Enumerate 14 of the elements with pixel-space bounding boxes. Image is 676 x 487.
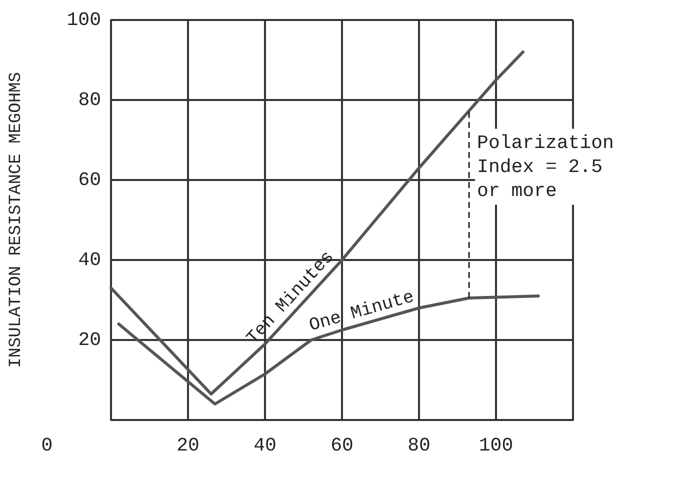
x-tick-label: 60	[330, 434, 354, 456]
x-tick-label: 100	[478, 434, 514, 456]
y-tick-label: 80	[78, 89, 101, 111]
y-tick-label: 20	[78, 329, 101, 351]
y-axis-title: INSULATION RESISTANCE MEGOHMS	[7, 72, 26, 368]
y-tick-label: 100	[66, 9, 101, 31]
x-tick-label: 40	[254, 434, 276, 456]
y-tick-label: 40	[78, 249, 101, 271]
y-tick-label: 60	[78, 169, 101, 191]
x-tick-label: 20	[176, 434, 200, 456]
text: One Minute	[307, 287, 416, 336]
x-tick-label: 80	[408, 434, 430, 456]
text: 0	[41, 434, 53, 456]
annotation: Polarization Index = 2.5 or more	[477, 132, 614, 202]
